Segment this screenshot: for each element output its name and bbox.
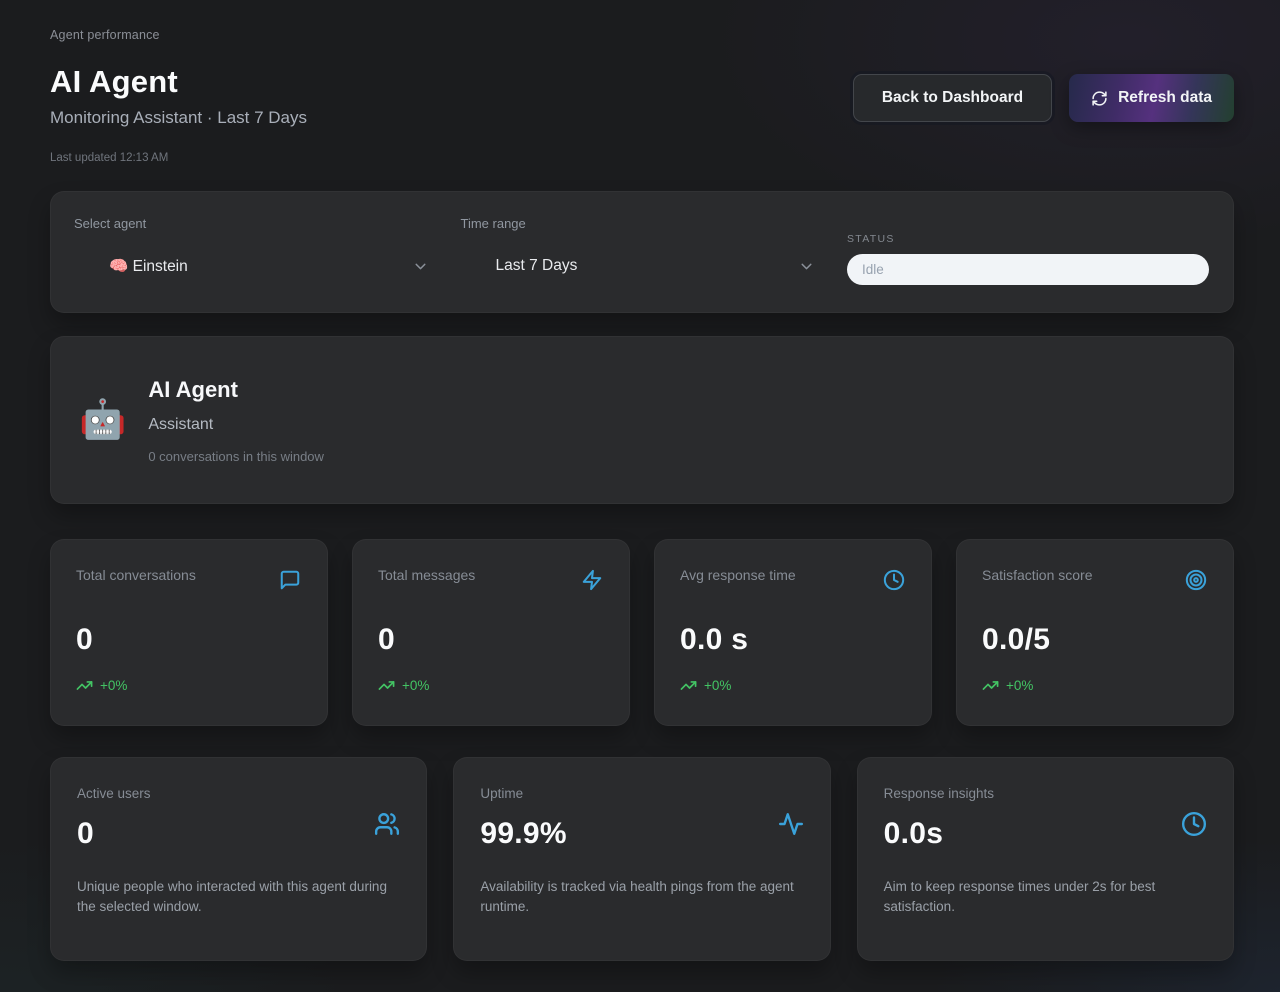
activity-icon [778, 813, 803, 835]
stat-card-satisfaction-score: Satisfaction score 0.0/5 +0% [956, 539, 1234, 726]
info-description: Availability is tracked via health pings… [480, 879, 794, 914]
stat-trend: +0% [680, 677, 905, 694]
breadcrumb: Agent performance [50, 28, 160, 42]
clock-icon [883, 569, 905, 591]
stat-trend: +0% [378, 677, 603, 694]
info-label: Response insights [883, 786, 994, 801]
trending-up-icon [378, 681, 395, 690]
agent-filter: Select agent 🧠 Einstein [74, 216, 429, 288]
page-subtitle: Monitoring Assistant · Last 7 Days [50, 108, 308, 127]
header-actions: Back to Dashboard Refresh data [852, 74, 1234, 122]
time-range-filter: Time range Last 7 Days [461, 216, 816, 288]
stat-label: Avg response time [680, 567, 796, 583]
stat-value: 0.0/5 [982, 623, 1051, 656]
stat-label: Total messages [378, 567, 476, 583]
time-range-select[interactable]: Last 7 Days [461, 246, 816, 286]
agent-conversations-note: 0 conversations in this window [148, 448, 324, 464]
stat-value: 0 [378, 623, 395, 656]
info-value: 0.0s [883, 817, 944, 850]
back-to-dashboard-label: Back to Dashboard [881, 89, 1024, 106]
filter-bar: Select agent 🧠 Einstein Time range Last … [50, 191, 1234, 313]
last-updated-text: Last updated 12:13 AM [50, 152, 169, 164]
refresh-icon [1092, 90, 1107, 106]
trending-up-icon [982, 681, 999, 690]
chevron-down-icon [801, 263, 812, 269]
info-label: Active users [77, 786, 151, 801]
users-icon [375, 813, 400, 835]
info-value: 99.9% [480, 817, 567, 850]
stats-row: Total conversations 0 +0% Total messages [50, 539, 1234, 726]
target-icon [1185, 569, 1207, 591]
page-header: Agent performance AI Agent Monitoring As… [50, 28, 1234, 164]
back-to-dashboard-button[interactable]: Back to Dashboard [852, 74, 1053, 122]
clock-icon [1181, 811, 1207, 837]
info-value: 0 [77, 817, 94, 850]
stat-label: Satisfaction score [982, 567, 1093, 583]
agent-select[interactable]: 🧠 Einstein [74, 246, 429, 286]
stat-card-total-conversations: Total conversations 0 +0% [50, 539, 328, 726]
agent-role: Assistant [148, 415, 214, 433]
trending-up-icon [76, 681, 93, 690]
info-description: Aim to keep response times under 2s for … [883, 879, 1156, 914]
time-range-label: Time range [460, 216, 526, 231]
page-title: AI Agent [50, 64, 178, 99]
chat-icon [280, 570, 300, 590]
info-card-uptime: Uptime 99.9% Availability is tracked via… [453, 757, 831, 961]
info-card-response-insights: Response insights 0.0s Aim to keep respo… [856, 757, 1234, 961]
stat-value: 0 [76, 623, 93, 656]
stat-value: 0.0 s [680, 623, 749, 656]
refresh-data-label: Refresh data [1118, 89, 1212, 106]
status-label: STATUS [847, 233, 895, 245]
stat-trend-value: +0% [1006, 678, 1034, 693]
stat-trend: +0% [76, 677, 301, 694]
agent-name: AI Agent [148, 376, 238, 402]
info-card-active-users: Active users 0 Unique people who interac… [50, 757, 428, 961]
stat-trend-value: +0% [704, 678, 732, 693]
stat-label: Total conversations [76, 567, 196, 583]
agent-summary-text: AI Agent Assistant 0 conversations in th… [148, 377, 324, 464]
chevron-down-icon [414, 263, 426, 269]
lightning-icon [582, 569, 602, 591]
agent-filter-label: Select agent [74, 216, 147, 231]
info-label: Uptime [480, 786, 524, 801]
info-row: Active users 0 Unique people who interac… [50, 757, 1234, 961]
agent-select-value: 🧠 Einstein [109, 257, 188, 275]
time-range-select-value: Last 7 Days [495, 257, 578, 274]
info-description: Unique people who interacted with this a… [77, 879, 387, 914]
robot-emoji-icon: 🤖 [79, 399, 127, 441]
stat-trend-value: +0% [402, 678, 430, 693]
refresh-data-button[interactable]: Refresh data [1069, 74, 1234, 122]
stat-trend-value: +0% [100, 678, 128, 693]
status-input[interactable] [847, 254, 1209, 285]
agent-summary-card: 🤖 AI Agent Assistant 0 conversations in … [50, 336, 1234, 504]
stat-trend: +0% [982, 677, 1207, 694]
stat-card-avg-response-time: Avg response time 0.0 s +0% [654, 539, 932, 726]
trending-up-icon [680, 681, 697, 690]
status-field: STATUS [847, 216, 1209, 288]
stat-card-total-messages: Total messages 0 +0% [352, 539, 630, 726]
